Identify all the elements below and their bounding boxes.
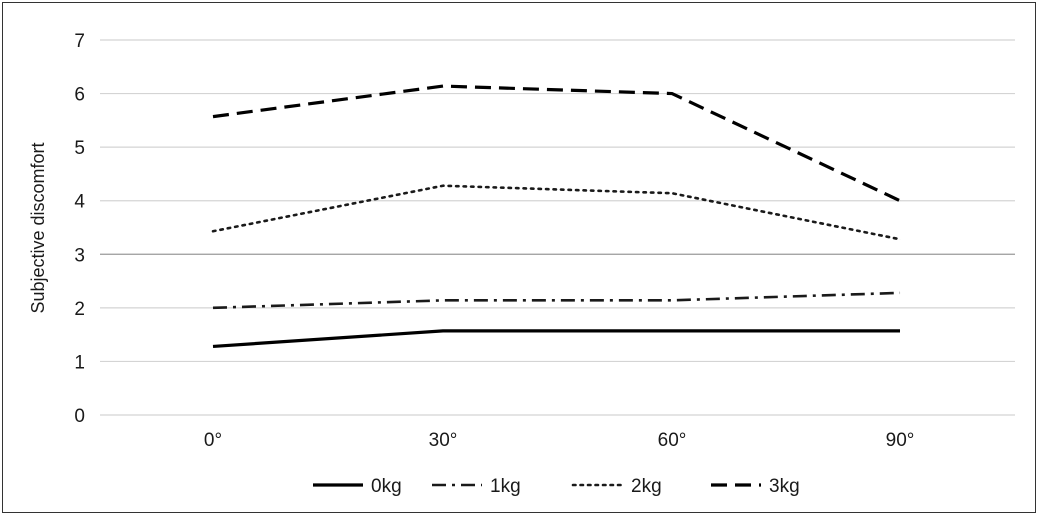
y-tick-label: 3 <box>74 245 85 266</box>
y-axis-ticks: 0 1 2 3 4 5 6 7 <box>74 31 85 427</box>
legend-label-3kg: 3kg <box>769 476 800 497</box>
legend-label-1kg: 1kg <box>490 476 521 497</box>
legend: 0kg 1kg 2kg 3kg <box>313 476 800 497</box>
y-tick-label: 6 <box>74 85 85 106</box>
x-tick-label: 0° <box>204 430 222 451</box>
series-line-1kg <box>212 291 901 310</box>
y-axis-label: Subjective discomfort <box>28 142 48 313</box>
x-tick-label: 60° <box>658 430 687 451</box>
y-tick-label: 2 <box>74 299 85 320</box>
series-line-2kg <box>211 184 902 241</box>
series-line-0kg <box>212 329 900 349</box>
series-line-3kg <box>212 84 901 203</box>
y-tick-label: 5 <box>74 138 85 159</box>
y-tick-label: 0 <box>74 406 85 427</box>
legend-label-2kg: 2kg <box>631 476 662 497</box>
gridlines <box>100 39 1015 416</box>
series-lines <box>211 84 902 349</box>
y-tick-label: 4 <box>74 192 85 213</box>
x-axis-ticks: 0° 30° 60° 90° <box>204 430 914 451</box>
legend-label-0kg: 0kg <box>371 476 402 497</box>
x-tick-label: 90° <box>886 430 915 451</box>
y-tick-label: 7 <box>74 31 85 52</box>
x-tick-label: 30° <box>429 430 458 451</box>
y-tick-label: 1 <box>74 352 85 373</box>
